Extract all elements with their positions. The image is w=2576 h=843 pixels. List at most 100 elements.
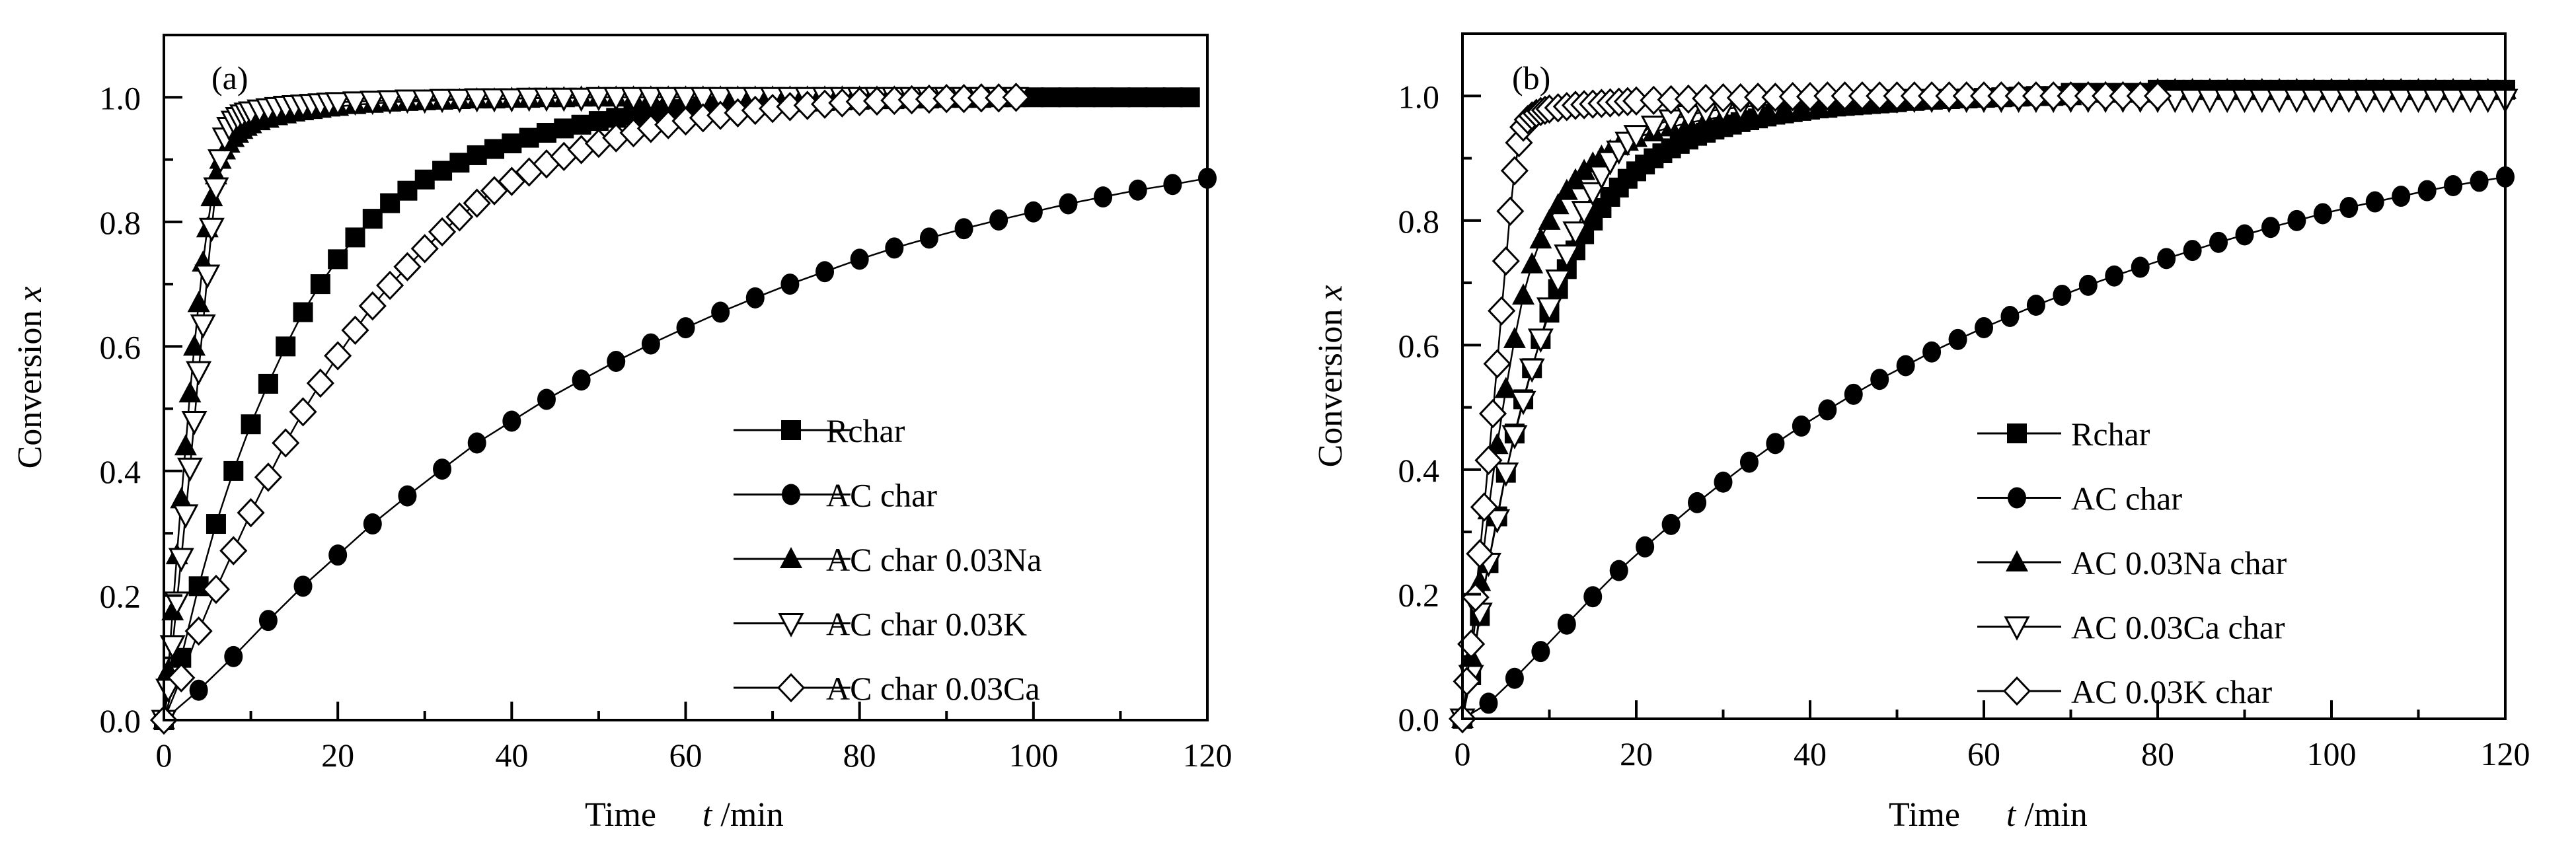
data-point bbox=[342, 91, 368, 116]
legend-label: AC 0.03Ca char bbox=[2071, 609, 2285, 646]
data-point bbox=[498, 88, 525, 113]
legend-marker bbox=[778, 613, 804, 638]
x-tick-label: 0 bbox=[156, 737, 172, 774]
x-tick-label: 120 bbox=[2481, 735, 2530, 772]
y-tick-label: 0.0 bbox=[100, 702, 141, 739]
legend-item: AC char 0.03Na bbox=[734, 541, 1042, 578]
data-point bbox=[1470, 492, 1498, 522]
data-point bbox=[429, 89, 455, 114]
data-point bbox=[502, 133, 522, 154]
data-point bbox=[1058, 87, 1079, 108]
data-point bbox=[1661, 513, 1681, 535]
data-point bbox=[164, 591, 190, 616]
legend-marker bbox=[777, 673, 806, 703]
data-point bbox=[241, 414, 261, 435]
y-tick-label: 0.4 bbox=[1398, 452, 1440, 489]
data-point bbox=[780, 274, 800, 295]
data-point bbox=[621, 87, 647, 112]
legend-item: AC 0.03K char bbox=[1977, 673, 2272, 710]
data-point bbox=[345, 227, 365, 248]
data-point bbox=[537, 388, 556, 410]
data-point bbox=[2457, 89, 2483, 114]
data-point bbox=[258, 610, 278, 632]
x-tick-label: 20 bbox=[321, 737, 354, 774]
x-tick-label: 40 bbox=[1794, 735, 1827, 772]
series-ac-char bbox=[155, 167, 1217, 731]
legend-label: AC 0.03Na char bbox=[2071, 544, 2287, 581]
y-tick-label: 0.4 bbox=[100, 453, 141, 490]
legend-marker bbox=[2004, 616, 2030, 641]
data-point bbox=[1145, 87, 1166, 108]
data-point bbox=[1818, 399, 1837, 421]
data-point bbox=[254, 462, 282, 492]
data-point bbox=[1094, 186, 1113, 208]
data-point bbox=[1640, 116, 1667, 140]
data-point bbox=[1163, 174, 1182, 196]
data-point bbox=[1075, 87, 1096, 108]
data-point bbox=[467, 145, 487, 165]
legend-item: AC char 0.03K bbox=[734, 606, 1027, 643]
data-point bbox=[2313, 203, 2332, 225]
panel-b: 0 20 40 60 80 100 120 0.0 0.2 0.4 0.6 0.8 1.0 (b) Co… bbox=[1312, 32, 2530, 834]
data-point bbox=[516, 87, 543, 112]
y-tick-label: 1.0 bbox=[100, 79, 141, 116]
data-point bbox=[1024, 201, 1043, 223]
data-point bbox=[2440, 89, 2466, 114]
data-point bbox=[310, 274, 330, 295]
x-tick-label: 100 bbox=[2307, 735, 2357, 772]
data-point bbox=[2370, 89, 2397, 114]
legend-label: AC char 0.03Na bbox=[826, 541, 1042, 578]
y-tick-label: 0.6 bbox=[100, 328, 141, 365]
data-point bbox=[186, 361, 212, 386]
series-line bbox=[163, 96, 1016, 721]
data-point bbox=[850, 248, 869, 270]
y-axis-title-var-a: x bbox=[11, 287, 49, 303]
data-point bbox=[293, 575, 313, 597]
y-axis-title-var-b: x bbox=[1312, 285, 1349, 301]
data-point bbox=[449, 153, 470, 173]
x-tick-label: 120 bbox=[1183, 737, 1232, 774]
data-point bbox=[428, 217, 457, 247]
x-axis-title-var-b: t bbox=[2006, 796, 2017, 834]
data-point bbox=[1059, 193, 1078, 215]
data-point bbox=[2157, 248, 2176, 270]
panel-label-a: (a) bbox=[211, 59, 248, 96]
series-layer-a bbox=[149, 83, 1217, 735]
axis-ticks-b: 0 20 40 60 80 100 120 0.0 0.2 0.4 0.6 0.8 1.0 bbox=[1398, 78, 2530, 772]
data-point bbox=[208, 149, 234, 174]
data-point bbox=[571, 114, 591, 135]
data-point bbox=[1519, 358, 1545, 383]
series-rchar bbox=[1453, 79, 2515, 729]
data-point bbox=[2000, 305, 2020, 327]
legend-item: Rchar bbox=[734, 412, 905, 449]
data-point bbox=[1636, 536, 1655, 558]
data-point bbox=[638, 87, 664, 112]
x-axis-title-main-a: Time bbox=[585, 796, 656, 834]
x-tick-label: 80 bbox=[843, 737, 876, 774]
series-ac-0-03na-char bbox=[1451, 77, 2517, 728]
legend-label: AC 0.03K char bbox=[2071, 673, 2272, 710]
data-point bbox=[1484, 509, 1511, 534]
data-point bbox=[1557, 613, 1576, 635]
data-point bbox=[1975, 316, 1993, 338]
legend-marker bbox=[781, 420, 801, 440]
data-point bbox=[2266, 89, 2292, 114]
data-point bbox=[1536, 297, 1562, 322]
data-point bbox=[1579, 182, 1606, 207]
data-point bbox=[1466, 538, 1494, 569]
data-point bbox=[954, 218, 973, 240]
y-tick-label: 0.2 bbox=[1398, 576, 1440, 613]
data-point bbox=[1501, 425, 1528, 450]
data-point bbox=[641, 333, 660, 355]
data-point bbox=[588, 111, 609, 131]
data-point bbox=[2388, 89, 2414, 114]
data-point bbox=[219, 536, 248, 566]
data-point bbox=[181, 410, 208, 435]
data-point bbox=[655, 87, 681, 112]
data-point bbox=[2301, 89, 2328, 114]
data-point bbox=[1110, 87, 1131, 108]
data-point bbox=[1870, 369, 1889, 390]
data-point bbox=[1609, 560, 1628, 581]
data-point bbox=[1922, 341, 1942, 363]
data-point bbox=[2470, 170, 2489, 192]
